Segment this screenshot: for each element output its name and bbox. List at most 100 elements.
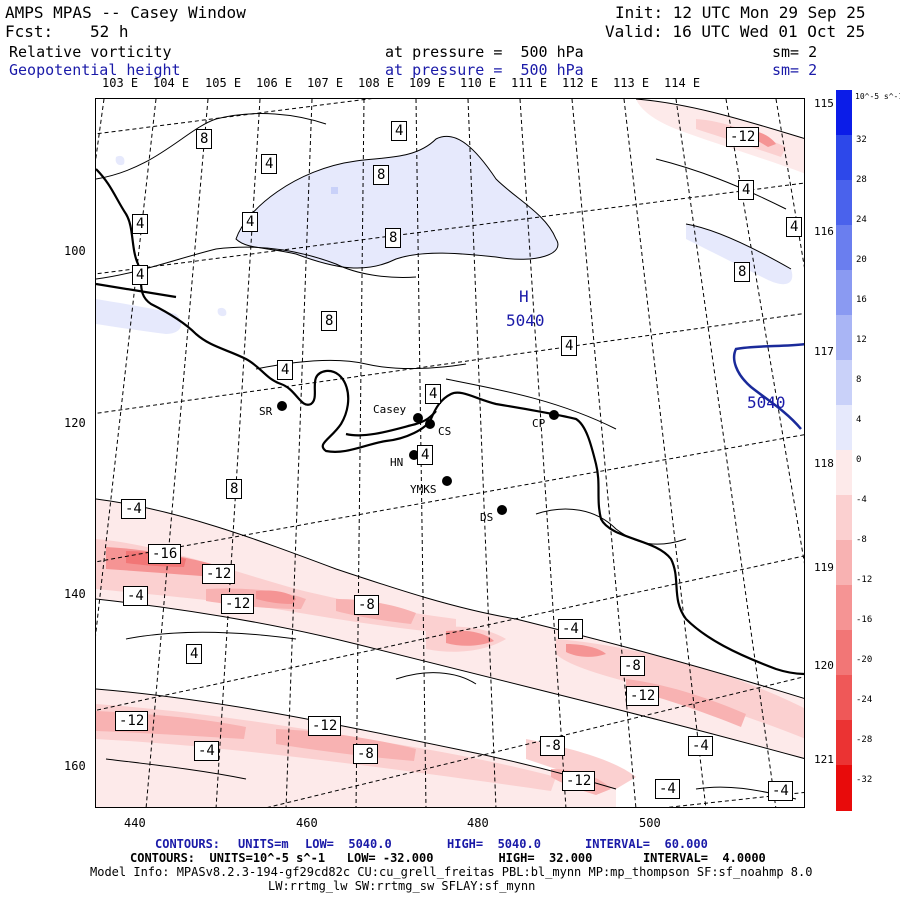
top-lon-label: 104 E (153, 76, 190, 90)
high-marker: H (519, 287, 529, 306)
station-casey-dot (413, 413, 423, 423)
contour-value-label: -4 (123, 586, 148, 606)
station-label-casey: Casey (373, 403, 407, 416)
top-lon-label: 103 E (102, 76, 139, 90)
field1-smoothing: sm= 2 (772, 43, 818, 61)
colorbar-segment (836, 720, 852, 766)
contour-value-label: 8 (734, 262, 751, 282)
colorbar-tick-label: 4 (856, 415, 862, 425)
top-lon-label: 114 E (664, 76, 701, 90)
top-lon-label: 108 E (358, 76, 395, 90)
contour-value-label: 8 (226, 479, 243, 499)
colorbar-segment (836, 270, 852, 316)
field2-name: Geopotential height (9, 61, 181, 79)
contour-value-label: -12 (562, 771, 596, 791)
colorbar-segment (836, 225, 852, 271)
field2-smoothing: sm= 2 (772, 61, 818, 79)
top-lon-label: 106 E (256, 76, 293, 90)
colorbar-segment (836, 90, 852, 136)
colorbar-segment (836, 765, 852, 811)
top-lon-label: 113 E (613, 76, 650, 90)
colorbar-segment (836, 360, 852, 406)
contour-value-label: -4 (121, 499, 146, 519)
high-value: 5040 (506, 311, 545, 330)
contour-value-label: -4 (655, 779, 680, 799)
contour-value-label: 4 (132, 214, 149, 234)
station-cs-dot (425, 419, 435, 429)
colorbar (836, 90, 852, 811)
station-cp-dot (549, 410, 559, 420)
contour-value-label: 4 (261, 154, 278, 174)
coastline (96, 168, 804, 676)
contour-value-label: -12 (726, 127, 760, 147)
colorbar-tick-label: -28 (856, 735, 873, 745)
contour-5040-label: 5040 (747, 393, 786, 412)
footer-height-interval: INTERVAL= 60.000 (585, 837, 708, 851)
contour-value-label: -12 (626, 686, 660, 706)
station-ds-dot (497, 505, 507, 515)
contour-value-label: -8 (540, 736, 565, 756)
y-label-120: 120 (64, 416, 86, 430)
colorbar-tick-label: 28 (856, 175, 867, 185)
colorbar-tick-label: -16 (856, 615, 873, 625)
contour-value-label: -12 (308, 716, 342, 736)
colorbar-tick-label: -12 (856, 575, 873, 585)
y-label-140: 140 (64, 587, 86, 601)
station-label-sr: SR (259, 405, 273, 418)
valid-time: Valid: 16 UTC Wed 01 Oct 25 (605, 22, 866, 41)
footer-model-info-2: LW:rrtmg_lw SW:rrtmg_sw SFLAY:sf_mynn (268, 879, 536, 893)
station-ymks-dot (442, 476, 452, 486)
station-label-ds: DS (480, 511, 494, 524)
x-label-440: 440 (124, 816, 146, 830)
top-lon-label: 107 E (307, 76, 344, 90)
footer-model-info: Model Info: MPASv8.2.3-194-gf29cd82c CU:… (90, 865, 813, 879)
top-lon-label: 105 E (205, 76, 242, 90)
colorbar-tick-label: -24 (856, 695, 873, 705)
colorbar-tick-label: 16 (856, 295, 867, 305)
station-hn-dot (409, 450, 419, 460)
top-lon-label: 109 E (409, 76, 446, 90)
colorbar-segment (836, 630, 852, 676)
footer-height-low: LOW= 5040.0 (305, 837, 392, 851)
colorbar-segment (836, 585, 852, 631)
contour-value-label: 4 (242, 212, 259, 232)
init-time: Init: 12 UTC Mon 29 Sep 25 (615, 3, 866, 22)
colorbar-segment (836, 540, 852, 586)
field1-level: at pressure = 500 hPa (385, 43, 584, 61)
footer-height-contours: CONTOURS: (155, 837, 221, 851)
station-label-ymks: YMKS (410, 483, 437, 496)
colorbar-tick-label: 24 (856, 215, 867, 225)
contour-value-label: 4 (425, 384, 442, 404)
contour-value-label: -8 (620, 656, 645, 676)
contour-value-label: 8 (321, 311, 338, 331)
colorbar-segment (836, 495, 852, 541)
contour-value-label: 8 (196, 129, 213, 149)
colorbar-segment (836, 315, 852, 361)
geopotential-5040-contour (732, 342, 804, 430)
station-sr-dot (277, 401, 287, 411)
contour-value-label: -4 (194, 741, 219, 761)
vorticity-contours (96, 99, 804, 800)
contour-value-label: 4 (186, 644, 203, 664)
colorbar-tick-label: -20 (856, 655, 873, 665)
forecast-hour: 52 h (90, 22, 129, 41)
contour-value-label: -4 (558, 619, 583, 639)
colorbar-segment (836, 180, 852, 226)
contour-value-label: 4 (561, 336, 578, 356)
contour-value-label: 4 (277, 360, 294, 380)
colorbar-tick-label: 32 (856, 135, 867, 145)
field1-name: Relative vorticity (9, 43, 172, 61)
colorbar-segment (836, 675, 852, 721)
contour-value-label: 8 (385, 228, 402, 248)
station-label-cs: CS (438, 425, 452, 438)
map-svg (96, 99, 804, 807)
colorbar-tick-label: 12 (856, 335, 867, 345)
contour-value-label: -12 (221, 594, 255, 614)
top-lon-label: 111 E (511, 76, 548, 90)
contour-value-label: 4 (786, 217, 803, 237)
colorbar-tick-label: 8 (856, 375, 862, 385)
contour-value-label: 4 (417, 445, 434, 465)
station-markers (277, 401, 559, 515)
contour-value-label: 4 (738, 180, 755, 200)
contour-value-label: 4 (132, 265, 149, 285)
